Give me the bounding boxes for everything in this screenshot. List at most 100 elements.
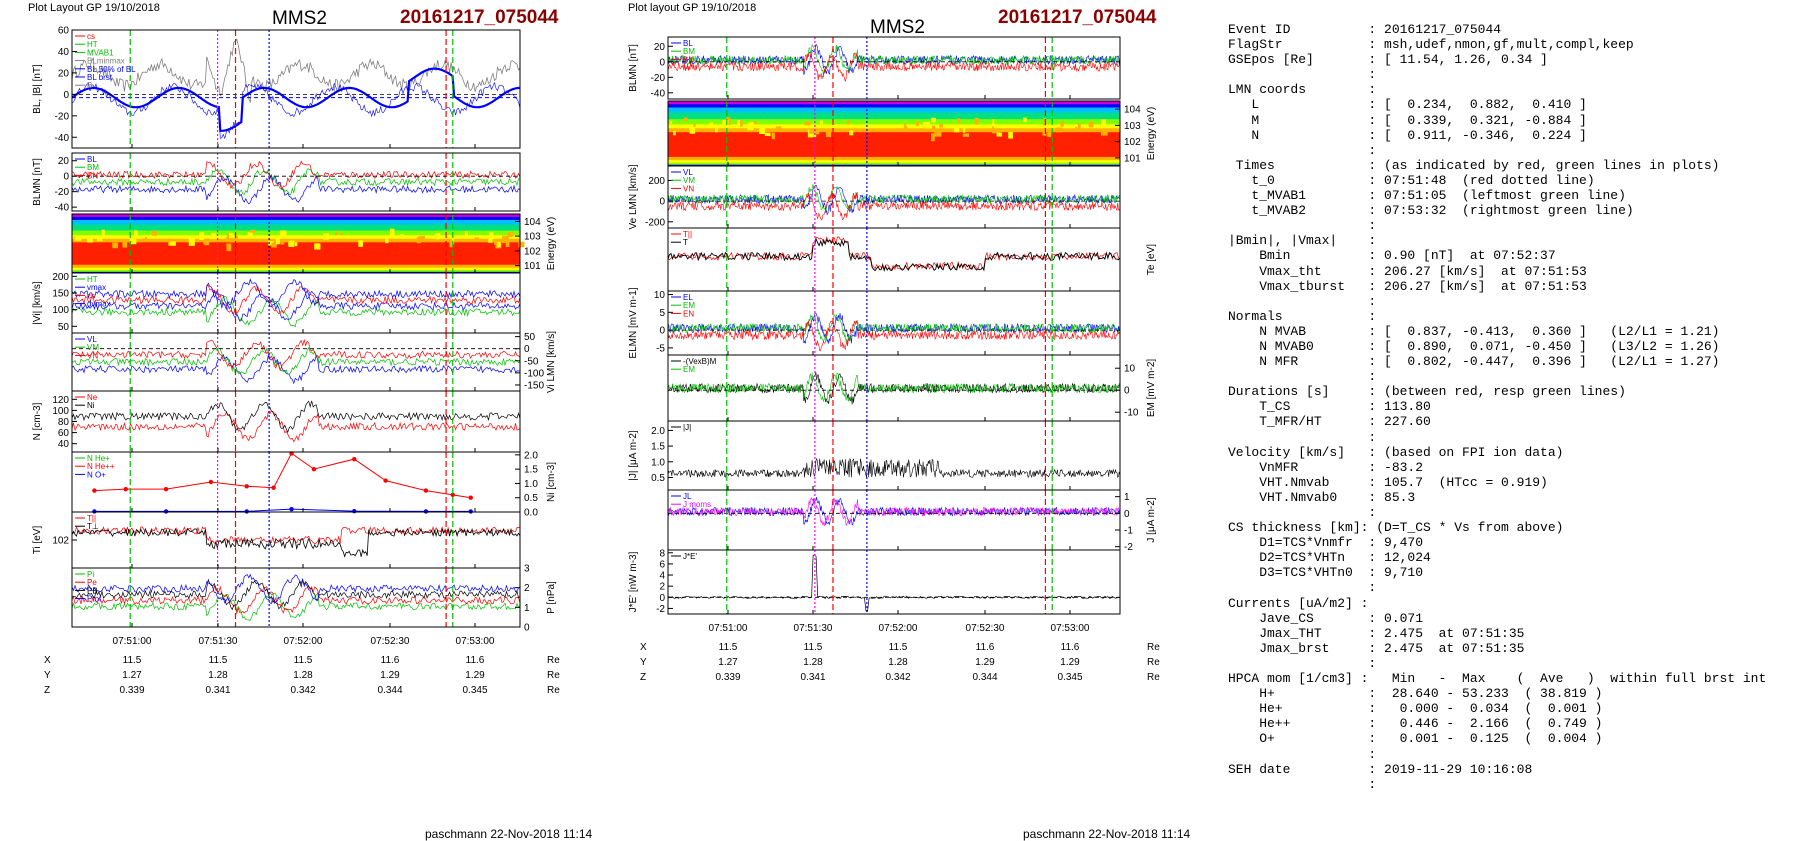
left-axis-row-Y-1: 1.28 [208,670,228,681]
right-1-ytick-0: 20 [654,42,666,53]
left-axis-xtick-0: 07:51:00 [113,636,152,647]
left-2-series-1 [71,168,520,195]
left-8-legend-0: T|| [87,514,96,523]
left-9-legend-1: Pe [87,578,97,587]
left-3-ylabel: Energy (eV) [546,217,557,270]
right-9-frame [667,549,1121,615]
left-9-ytick-3: 0 [524,623,530,634]
right-axis-row-X-label: X [640,642,647,653]
right-1-ytick-2: -20 [651,73,666,84]
right-2-speck-54 [915,121,919,126]
right-4-ylabel: Te [eV] [1146,244,1157,275]
right-axis-row-X-0: 11.5 [719,642,738,653]
right-7-ytick-3: 0.5 [651,473,665,484]
left-event-title: 20161217_075044 [400,7,559,28]
summary-line-41: Jmax_brst : 2.475 at 07:51:35 [1259,640,1525,656]
left-1-legend-2: MVAB1 [87,48,114,57]
left-3-band-9 [72,267,520,271]
right-2-speck-59 [996,132,1003,137]
summary-line-3: : [1368,67,1377,83]
right-axis-row-Y-unit: Re [1147,657,1160,668]
left-9-ytick-0: 3 [524,564,530,575]
right-2-band-8 [668,156,1120,161]
right-2-band-2 [668,107,1120,114]
left-5-ytick-3: -100 [524,368,544,379]
left-9-series-2 [71,578,521,611]
right-2-band-1 [668,104,1120,108]
summary-line-23: : [1368,369,1377,385]
left-2-ytick-1: 0 [63,172,69,183]
left-3-band-6 [72,238,520,243]
left-axis-xtick-1: 07:51:30 [199,636,238,647]
left-6-legend-0: Ne [87,393,98,402]
summary-line-2: GSEpos [Re] : [ 11.54, 1.26, 0.34 ] [1228,52,1548,68]
right-2-speck-15 [934,129,942,137]
left-2-ytick-0: 20 [58,156,70,167]
right-5-legend-2: EN [683,309,694,318]
summary-line-21: N MVAB0 : [ 0.890, 0.071, -0.450 ] (L3/L… [1259,338,1720,354]
summary-line-33: CS thickness [km]: (D=T_CS * Vs from abo… [1228,520,1564,536]
right-2-speck-18 [903,126,908,131]
left-axis-row-Y-2: 1.28 [293,670,313,681]
summary-line-10: t_0 : 07:51:48 (red dotted line) [1251,172,1595,188]
left-4-legend-1: vmax [87,283,106,292]
right-axis-row-Z-0: 0.339 [715,672,740,683]
right-6-legend-1: EM [683,365,695,374]
right-1-series-2 [667,51,1121,82]
left-3-speck-18 [129,239,137,245]
right-axis-xtick-4: 07:53:00 [1051,623,1090,634]
left-8-legend-1: T⊥ [87,522,99,531]
left-axis-row-Z-3: 0.344 [377,685,402,696]
left-3-band-10 [72,270,520,273]
right-5-ytick-3: -5 [656,343,665,354]
right-2-spectrogram [668,101,1120,167]
left-3-speck-35 [280,239,285,245]
right-1-frame [667,36,1121,100]
right-2-band-3 [668,112,1120,120]
left-3-ytick-3: 101 [524,261,541,272]
right-2-speck-4 [754,121,758,125]
left-axis-row-X-1: 11.5 [209,655,228,666]
left-3-speck-12 [497,241,501,248]
right-7-legend-0: |J| [683,423,691,432]
right-event-title: 20161217_075044 [998,7,1157,28]
left-3-speck-2 [451,236,455,245]
summary-line-48: : [1368,746,1377,762]
right-9-ytick-2: 4 [659,571,665,582]
right-9-ytick-4: 0 [659,593,665,604]
right-axis-xtick-0: 07:51:00 [709,623,748,634]
left-axis-xtick-2: 07:52:00 [284,636,323,647]
summary-line-12: t_MVAB2 : 07:53:32 (rightmost green line… [1251,203,1634,219]
right-2-speck-13 [849,130,854,136]
left-axis-row-X-unit: Re [547,655,560,666]
left-axis-row-X-0: 11.5 [123,655,142,666]
left-6-ytick-4: 40 [58,439,70,450]
right-7-ylabel: |J| [μA m-2] [628,430,639,481]
left-5-ytick-1: 0 [524,344,530,355]
left-7-legend-1: N He++ [87,462,115,471]
summary-line-17: Vmax_tburst : 206.27 [km/s] at 07:51:53 [1259,278,1587,294]
left-2-legend-2: BN [87,171,98,180]
right-1-ylabel: BLMN [nT] [628,44,639,92]
summary-line-26: T_MFR/HT : 227.60 [1259,414,1431,430]
right-axis-row-Y-4: 1.29 [1060,657,1080,668]
left-4-series-2 [71,285,521,315]
left-2-legend-0: BL [87,155,97,164]
left-1-frame [71,29,521,149]
left-5-series-1 [71,346,521,376]
right-5-ytick-2: 0 [659,326,665,337]
left-4-series-3 [71,278,521,311]
right-2-speck-52 [809,128,815,134]
right-9-ylabel: J*E' [nW m-3] [628,551,639,612]
left-6-ytick-0: 120 [52,395,69,406]
left-axis-row-X-3: 11.6 [381,655,400,666]
right-7-ytick-2: 1.0 [651,457,665,468]
right-3-ytick-1: 0 [659,197,665,208]
summary-line-42: : [1368,655,1377,671]
event-summary: Event ID : 20161217_075044 FlagStr : msh… [1228,22,1766,792]
left-1-legend-1: HT [87,40,98,49]
right-1-ytick-3: -40 [651,88,666,99]
left-3-speck-42 [74,235,82,241]
right-6-ylabel: EM [mV m-2] [1146,359,1157,418]
